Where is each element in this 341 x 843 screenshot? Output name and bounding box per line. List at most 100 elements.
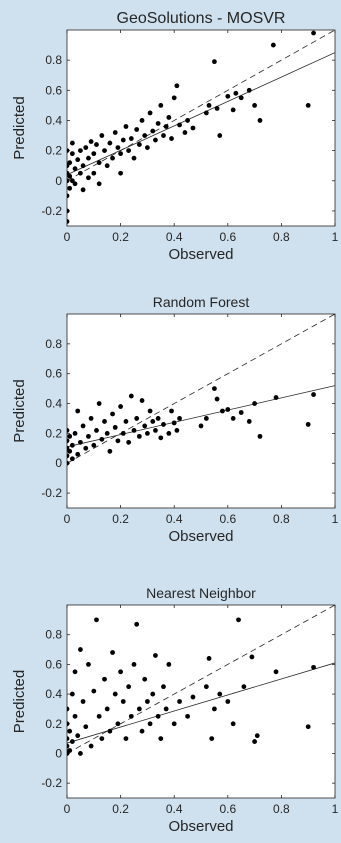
y-tick-label: 0.6 [45, 657, 62, 671]
data-point [89, 139, 94, 144]
data-point [137, 434, 142, 439]
data-point [121, 138, 126, 143]
data-point [132, 662, 137, 667]
data-point [67, 434, 72, 439]
data-point [169, 409, 174, 414]
data-point [306, 724, 311, 729]
data-point [105, 163, 110, 168]
data-point [148, 409, 153, 414]
data-point [140, 118, 145, 123]
plot-area [67, 314, 335, 508]
data-point [129, 394, 134, 399]
data-point [67, 174, 72, 179]
data-point [97, 181, 102, 186]
data-point [225, 94, 230, 99]
data-point [185, 714, 190, 719]
y-tick-label: -0.2 [41, 776, 62, 790]
data-point [137, 707, 142, 712]
data-point [121, 431, 126, 436]
data-point [158, 103, 163, 108]
x-tick-label: 0.6 [219, 802, 236, 816]
data-point [67, 186, 72, 191]
data-point [156, 416, 161, 421]
data-point [153, 653, 158, 658]
data-point [97, 160, 102, 165]
data-point [65, 721, 70, 726]
data-point [185, 118, 190, 123]
data-point [65, 453, 70, 458]
data-point [86, 662, 91, 667]
data-point [169, 136, 174, 141]
data-point [132, 156, 137, 161]
data-point [225, 407, 230, 412]
data-point [231, 416, 236, 421]
data-point [118, 171, 123, 176]
data-point [107, 141, 112, 146]
y-tick-label: 0.4 [45, 397, 62, 411]
data-point [145, 431, 150, 436]
data-point [177, 123, 182, 128]
data-point [113, 692, 118, 697]
data-point [150, 129, 155, 134]
data-point [102, 419, 107, 424]
data-point [250, 655, 255, 660]
data-point [148, 721, 153, 726]
data-point [110, 650, 115, 655]
y-tick-label: 0.8 [45, 628, 62, 642]
y-tick-label: -0.2 [41, 486, 62, 500]
data-point [209, 736, 214, 741]
data-point [124, 419, 129, 424]
x-tick-label: 0.4 [166, 802, 183, 816]
data-point [174, 83, 179, 88]
data-point [91, 689, 96, 694]
data-point [81, 699, 86, 704]
data-point [78, 171, 83, 176]
data-point [166, 115, 171, 120]
data-point [67, 729, 72, 734]
data-point [67, 160, 72, 165]
data-point [145, 145, 150, 150]
data-point [217, 133, 222, 138]
data-point [161, 684, 166, 689]
data-point [164, 124, 169, 129]
data-point [73, 431, 78, 436]
data-point [91, 151, 96, 156]
data-point [129, 136, 134, 141]
data-point [94, 428, 99, 433]
data-point [306, 103, 311, 108]
data-point [107, 729, 112, 734]
data-point [83, 145, 88, 150]
data-point [255, 733, 260, 738]
data-point [150, 692, 155, 697]
data-point [70, 443, 75, 448]
y-tick-label: 0.4 [45, 687, 62, 701]
x-tick-label: 0.8 [273, 512, 290, 526]
data-point [252, 401, 257, 406]
data-point [247, 88, 252, 93]
x-tick-label: 1 [332, 230, 339, 244]
x-tick-label: 0.2 [112, 230, 129, 244]
data-point [99, 133, 104, 138]
data-point [204, 684, 209, 689]
data-point [225, 699, 230, 704]
data-point [158, 435, 163, 440]
data-point [78, 647, 83, 652]
y-axis-label: Predicted [11, 96, 28, 159]
data-point [75, 157, 80, 162]
y-tick-label: 0.2 [45, 144, 62, 158]
chart-title: GeoSolutions - MOSVR [117, 10, 286, 27]
data-point [97, 401, 102, 406]
data-point [86, 434, 91, 439]
data-point [140, 729, 145, 734]
data-point [91, 171, 96, 176]
x-tick-label: 0 [64, 230, 71, 244]
data-point [78, 440, 83, 445]
data-point [67, 748, 72, 753]
data-point [86, 175, 91, 180]
data-point [156, 714, 161, 719]
data-point [73, 181, 78, 186]
data-point [174, 428, 179, 433]
data-point [99, 736, 104, 741]
data-point [191, 126, 196, 131]
